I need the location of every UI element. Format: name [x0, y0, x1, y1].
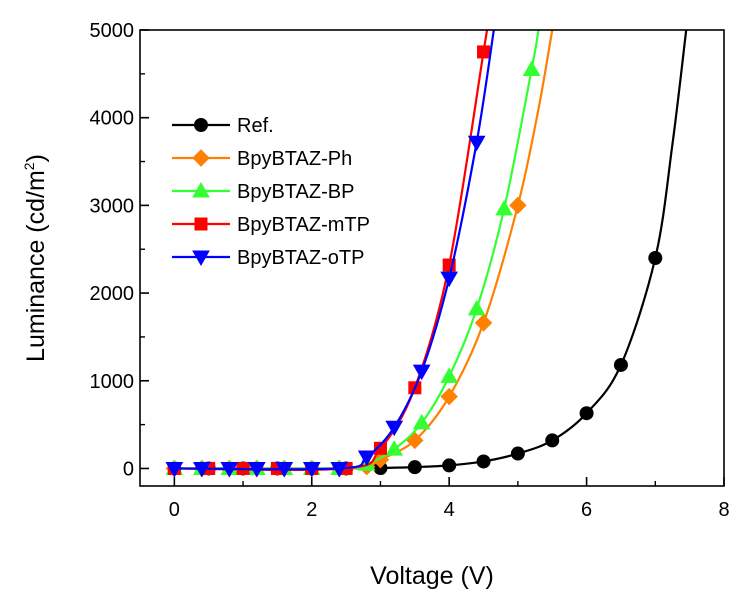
- x-tick-label: 2: [306, 499, 317, 521]
- legend-label: BpyBTAZ-mTP: [237, 214, 370, 236]
- data-point-bpybtaz-otp: [165, 461, 184, 478]
- data-point-ref: [545, 433, 560, 448]
- x-tick-label: 8: [718, 499, 729, 521]
- x-tick-label: 6: [581, 499, 592, 521]
- y-axis-title-tail: ): [22, 154, 50, 162]
- axis-layer: 0 2 4 6 8 0 1000 2000 3000 4000 5000: [90, 20, 730, 521]
- legend-entry-bpybtaz-ph: BpyBTAZ-Ph: [172, 148, 352, 170]
- data-point-bpybtaz-otp: [357, 450, 376, 467]
- data-point-bpybtaz-bp: [522, 60, 541, 76]
- data-point-bpybtaz-otp: [412, 364, 431, 381]
- x-tick-label: 0: [169, 499, 180, 521]
- legend-entry-bpybtaz-mtp: BpyBTAZ-mTP: [172, 214, 370, 236]
- data-point-bpybtaz-ph: [509, 196, 527, 215]
- legend-marker: [192, 250, 210, 267]
- data-point-bpybtaz-otp: [220, 461, 239, 478]
- legend-label: BpyBTAZ-BP: [237, 181, 354, 203]
- data-point-bpybtaz-otp: [275, 461, 294, 478]
- legend-entry-ref: Ref.: [172, 115, 274, 137]
- data-point-bpybtaz-ph: [440, 387, 458, 406]
- data-point-ref: [613, 357, 628, 372]
- data-point-bpybtaz-otp: [440, 271, 459, 288]
- data-point-bpybtaz-bp: [495, 199, 514, 216]
- data-point-bpybtaz-bp: [467, 299, 486, 316]
- legend-label: Ref.: [237, 115, 274, 137]
- data-point-ref: [476, 454, 491, 469]
- data-point-ref: [510, 446, 525, 461]
- y-tick-label: 1000: [90, 371, 135, 393]
- data-point-ref: [407, 460, 422, 475]
- data-point-ref: [442, 458, 457, 473]
- x-axis-title: Voltage (V): [370, 562, 494, 590]
- data-point-bpybtaz-bp: [440, 367, 459, 383]
- x-tick-label: 4: [444, 499, 455, 521]
- plot-frame: [139, 29, 725, 487]
- legend-marker: [194, 217, 208, 231]
- data-point-bpybtaz-otp: [302, 461, 321, 478]
- data-point-bpybtaz-ph: [474, 314, 493, 332]
- y-tick-label: 0: [123, 458, 134, 480]
- y-axis-title-main: Luminance (cd/m: [22, 170, 50, 362]
- legend-marker: [192, 149, 210, 167]
- data-point-bpybtaz-otp: [330, 461, 349, 478]
- y-tick-label: 2000: [90, 283, 135, 305]
- data-point-bpybtaz-bp: [385, 440, 404, 456]
- data-point-bpybtaz-mtp: [373, 441, 387, 455]
- y-tick-label: 5000: [90, 20, 135, 42]
- data-point-bpybtaz-otp: [385, 420, 404, 437]
- data-point-bpybtaz-otp: [467, 135, 486, 152]
- y-tick-label: 3000: [90, 195, 135, 217]
- y-tick-label: 4000: [90, 108, 135, 130]
- data-point-bpybtaz-mtp: [477, 45, 491, 59]
- y-axis-title-superscript: 2: [21, 162, 37, 170]
- y-axis-title: Luminance (cd/m2): [21, 154, 50, 362]
- series-bpybtaz-otp: [165, 30, 495, 478]
- data-point-bpybtaz-otp: [247, 461, 266, 478]
- legend-entry-bpybtaz-bp: BpyBTAZ-BP: [172, 181, 354, 203]
- legend-marker: [194, 118, 208, 132]
- data-point-ref: [648, 251, 663, 265]
- legend-entry-bpybtaz-otp: BpyBTAZ-oTP: [172, 247, 364, 269]
- legend-marker: [192, 181, 210, 198]
- data-point-bpybtaz-otp: [192, 461, 211, 478]
- legend-label: BpyBTAZ-oTP: [237, 247, 364, 269]
- series-layer: [165, 30, 688, 478]
- data-point-bpybtaz-bp: [412, 413, 431, 430]
- data-point-ref: [579, 406, 594, 421]
- legend: Ref. BpyBTAZ-Ph BpyBTAZ-BP BpyBTAZ-mTP BpyBT…: [172, 115, 370, 269]
- legend-label: BpyBTAZ-Ph: [237, 148, 352, 170]
